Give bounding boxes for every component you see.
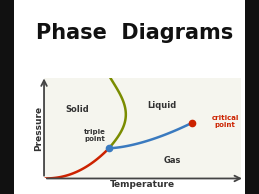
Y-axis label: Pressure: Pressure	[34, 106, 43, 151]
Text: Gas: Gas	[163, 156, 181, 165]
Text: Liquid: Liquid	[148, 101, 177, 110]
Text: Solid: Solid	[66, 105, 89, 114]
Text: triple
point: triple point	[84, 129, 106, 142]
Text: critical
point: critical point	[211, 115, 239, 128]
X-axis label: Temperature: Temperature	[110, 180, 175, 189]
Text: Phase  Diagrams: Phase Diagrams	[36, 23, 233, 43]
